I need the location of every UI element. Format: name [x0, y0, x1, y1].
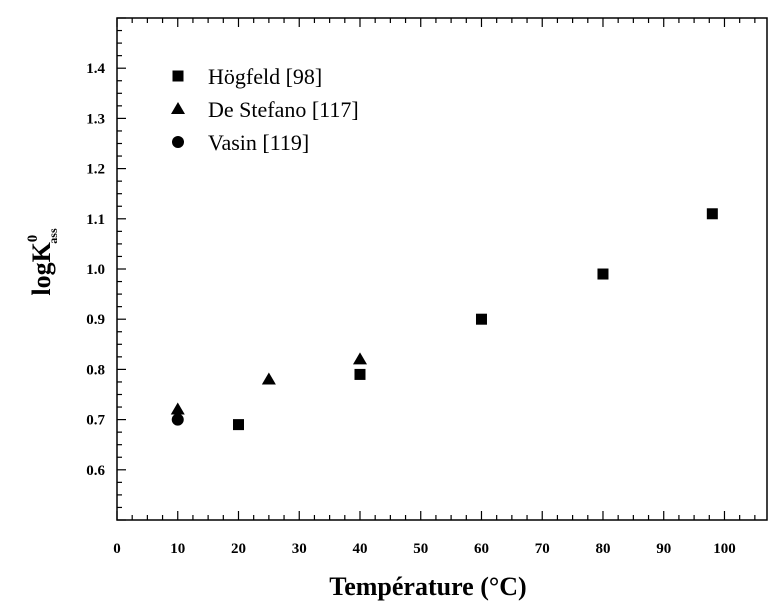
triangle-point: [170, 402, 185, 415]
x-tick-label: 80: [595, 541, 610, 557]
y-tick-label: 1.2: [86, 162, 105, 178]
y-tick-label: 1.0: [86, 262, 105, 278]
x-tick-label: 70: [535, 541, 550, 557]
y-tick-label: 1.1: [86, 212, 105, 228]
legend: Högfeld [98] De Stefano [117] Vasin [119]: [171, 64, 359, 155]
legend-square-marker: [172, 70, 184, 82]
y-axis-title: logK0 ass: [25, 228, 60, 296]
x-tick-label: 60: [474, 541, 489, 557]
y-axis-ticks: 0.6 0.7 0.8 0.9 1.0 1.1 1.2 1.3 1.4: [86, 17, 126, 521]
y-axis-title-superscript: 0: [25, 235, 41, 243]
x-tick-label: 90: [656, 541, 671, 557]
legend-triangle-marker: [171, 102, 185, 114]
y-tick-label: 1.4: [86, 61, 105, 77]
y-tick-label: 0.6: [86, 463, 105, 479]
plot-frame: [116, 17, 768, 521]
legend-label: Vasin [119]: [208, 130, 309, 155]
x-axis-ticks: 0 10 20 30 40 50 60 70 80 90 100: [113, 18, 756, 557]
square-point: [232, 419, 244, 431]
triangle-point: [261, 372, 276, 385]
x-tick-label: 40: [352, 541, 367, 557]
x-axis-title: Température (°C): [329, 572, 526, 601]
square-point: [706, 208, 718, 220]
x-tick-label: 30: [292, 541, 307, 557]
square-point: [597, 268, 609, 280]
y-axis-title-base: logK: [27, 241, 56, 295]
x-tick-label: 0: [113, 541, 121, 557]
data-points: [170, 208, 718, 431]
circle-point: [171, 413, 184, 426]
square-point: [354, 368, 366, 380]
x-tick-label: 20: [231, 541, 246, 557]
y-axis-title-subscript: ass: [46, 228, 60, 244]
square-point: [475, 313, 487, 325]
legend-circle-marker: [172, 136, 184, 148]
y-tick-label: 0.9: [86, 312, 105, 328]
x-tick-label: 100: [713, 541, 736, 557]
legend-label: De Stefano [117]: [208, 97, 359, 122]
y-tick-label: 0.8: [86, 362, 105, 378]
x-tick-label: 50: [413, 541, 428, 557]
y-tick-label: 1.3: [86, 111, 105, 127]
x-tick-label: 10: [170, 541, 185, 557]
y-tick-label: 0.7: [86, 413, 105, 429]
triangle-point: [352, 352, 367, 365]
legend-label: Högfeld [98]: [208, 64, 322, 89]
